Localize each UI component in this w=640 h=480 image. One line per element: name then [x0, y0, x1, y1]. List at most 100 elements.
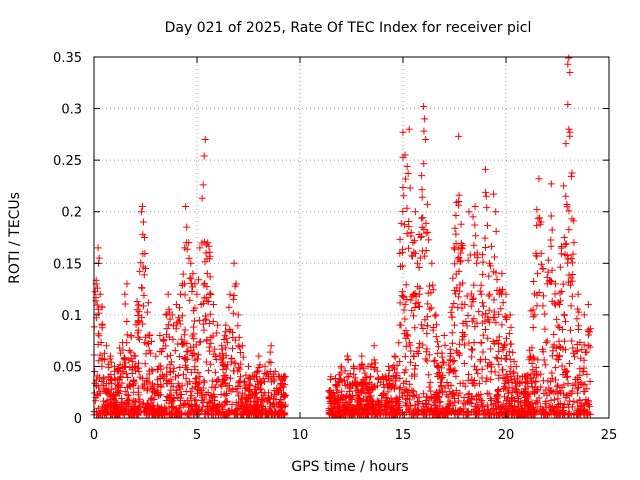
- data-point: [490, 190, 498, 198]
- data-point: [506, 311, 514, 319]
- data-point: [108, 380, 116, 388]
- x-tick-label: 5: [193, 428, 201, 443]
- data-point: [94, 330, 102, 338]
- data-point: [163, 353, 171, 361]
- data-point: [282, 391, 290, 399]
- data-point: [426, 305, 434, 313]
- data-point: [586, 343, 594, 351]
- data-point: [362, 410, 370, 418]
- data-point: [174, 371, 182, 379]
- data-point: [534, 356, 542, 364]
- data-point: [439, 358, 447, 366]
- data-point: [160, 372, 168, 380]
- data-point: [449, 339, 457, 347]
- data-point: [550, 331, 558, 339]
- data-point: [418, 247, 426, 255]
- data-point: [240, 378, 248, 386]
- data-point: [465, 371, 473, 379]
- data-point: [501, 354, 509, 362]
- data-point: [262, 410, 270, 418]
- data-point: [250, 398, 258, 406]
- data-point: [530, 355, 538, 363]
- data-point: [490, 296, 498, 304]
- data-point: [485, 292, 493, 300]
- data-point: [437, 408, 445, 416]
- x-tick-label: 25: [601, 428, 618, 443]
- data-point: [187, 388, 195, 396]
- data-point: [446, 345, 454, 353]
- data-point: [551, 299, 559, 307]
- data-point: [508, 384, 516, 392]
- data-point: [147, 383, 155, 391]
- data-point: [117, 407, 125, 415]
- data-point: [432, 311, 440, 319]
- data-point: [255, 352, 263, 360]
- data-point: [523, 398, 531, 406]
- data-point: [577, 402, 585, 410]
- data-point: [564, 100, 572, 108]
- data-point: [435, 343, 443, 351]
- data-point: [374, 375, 382, 383]
- data-point: [150, 387, 158, 395]
- data-point: [206, 273, 214, 281]
- data-point: [172, 325, 180, 333]
- data-point: [507, 394, 515, 402]
- data-point: [222, 365, 230, 373]
- data-point: [145, 367, 153, 375]
- data-point: [245, 381, 253, 389]
- data-point: [179, 339, 187, 347]
- data-point: [579, 381, 587, 389]
- data-point: [126, 380, 134, 388]
- data-point: [166, 368, 174, 376]
- data-point: [574, 389, 582, 397]
- data-point: [564, 255, 572, 263]
- data-point: [169, 335, 177, 343]
- data-point: [436, 386, 444, 394]
- data-point: [419, 399, 427, 407]
- data-point: [419, 390, 427, 398]
- data-point: [395, 397, 403, 405]
- data-point: [417, 233, 425, 241]
- data-point: [581, 380, 589, 388]
- data-point: [479, 270, 487, 278]
- data-point: [541, 325, 549, 333]
- data-point: [572, 348, 580, 356]
- data-point: [237, 348, 245, 356]
- data-point: [583, 348, 591, 356]
- data-point: [145, 346, 153, 354]
- data-point: [188, 287, 196, 295]
- data-point: [409, 312, 417, 320]
- data-point: [91, 288, 99, 296]
- data-point: [498, 286, 506, 294]
- data-point: [415, 302, 423, 310]
- data-point: [208, 393, 216, 401]
- data-point: [448, 391, 456, 399]
- data-point: [190, 323, 198, 331]
- data-point: [341, 367, 349, 375]
- data-point: [433, 404, 441, 412]
- data-point: [393, 409, 401, 417]
- data-point: [135, 308, 143, 316]
- data-point: [492, 227, 500, 235]
- data-point: [498, 290, 506, 298]
- data-point: [206, 399, 214, 407]
- data-point: [207, 334, 215, 342]
- data-point: [498, 270, 506, 278]
- data-point: [481, 234, 489, 242]
- data-point: [405, 125, 413, 133]
- data-point: [449, 358, 457, 366]
- data-point: [237, 410, 245, 418]
- data-point: [566, 326, 574, 334]
- data-point: [140, 271, 148, 279]
- data-point: [212, 408, 220, 416]
- data-point: [402, 366, 410, 374]
- data-point: [163, 364, 171, 372]
- data-point: [229, 328, 237, 336]
- data-point: [118, 379, 126, 387]
- data-point: [452, 290, 460, 298]
- data-point: [396, 384, 404, 392]
- data-point: [222, 391, 230, 399]
- data-point: [135, 335, 143, 343]
- data-point: [522, 393, 530, 401]
- data-point: [182, 375, 190, 383]
